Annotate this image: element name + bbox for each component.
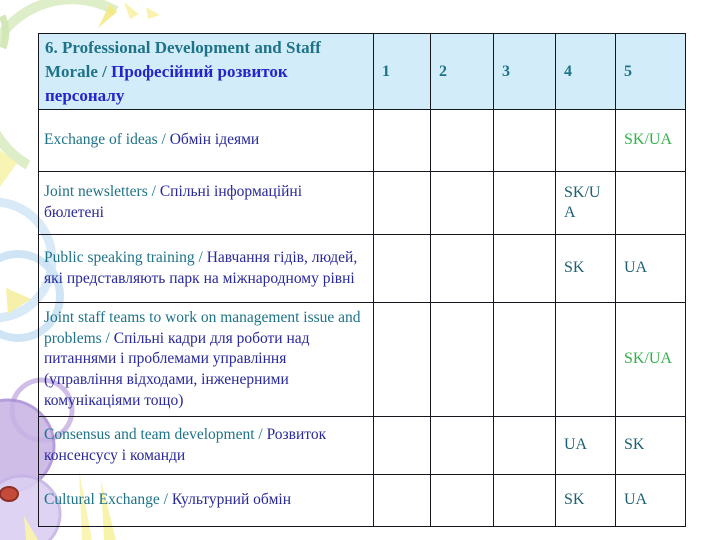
column-header-5: 5 — [615, 32, 686, 111]
cell-value — [373, 474, 431, 528]
cell-value: SK — [615, 416, 686, 476]
decoration-yellow-wedge — [0, 150, 17, 187]
table-title-ukrainian: Професійний розвиток персоналу — [45, 61, 288, 105]
cell-value — [430, 109, 494, 173]
row-label-english: Public speaking training / — [44, 248, 207, 266]
cell-value — [555, 302, 616, 418]
cell-value — [430, 302, 494, 418]
cell-value — [493, 234, 556, 304]
professional-development-table: 6. Professional Development and Staff Mo… — [38, 32, 686, 528]
table-title: 6. Professional Development and Staff Mo… — [38, 32, 374, 111]
row-label-english: Consensus and team development / — [44, 425, 267, 443]
row-label-ukrainian: Обмін ідеями — [169, 131, 260, 149]
row-label: Joint newsletters / Спільні інформаційні… — [38, 171, 374, 236]
cell-value — [615, 171, 686, 236]
row-label-english: Exchange of ideas / — [44, 131, 170, 149]
decoration-green-edge — [0, 14, 10, 50]
cell-value: UA — [615, 234, 686, 304]
cell-value: SK/UA — [615, 109, 686, 173]
cell-value — [373, 416, 431, 476]
cell-value — [430, 416, 494, 476]
decoration-sparkle-icon — [146, 7, 160, 19]
table-row-exchange-of-ideas: Exchange of ideas / Обмін ідеями SK/UA — [38, 109, 686, 173]
table-row-joint-staff-teams: Joint staff teams to work on management … — [38, 302, 686, 418]
table-row-cultural-exchange: Cultural Exchange / Культурний обмін SK … — [38, 474, 686, 528]
decoration-sparkle-icon — [98, 4, 117, 28]
cell-value — [555, 109, 616, 173]
column-header-1: 1 — [373, 32, 431, 111]
cell-value: SK/UA — [555, 171, 616, 236]
cell-value — [430, 234, 494, 304]
cell-value — [430, 474, 494, 528]
row-label: Public speaking training / Навчання гіді… — [38, 234, 374, 304]
cell-value — [373, 171, 431, 236]
table-header-row: 6. Professional Development and Staff Mo… — [38, 32, 686, 111]
decoration-yellow-streak — [24, 516, 38, 540]
column-header-2: 2 — [430, 32, 494, 111]
cell-value: SK — [555, 234, 616, 304]
table-row-consensus-team-development: Consensus and team development / Розвито… — [38, 416, 686, 476]
row-label-english: Cultural Exchange / — [44, 491, 172, 509]
cell-value — [373, 109, 431, 173]
row-label: Exchange of ideas / Обмін ідеями — [38, 109, 374, 173]
cell-value: UA — [615, 474, 686, 528]
cell-value — [493, 416, 556, 476]
row-label-ukrainian: Спільні кадри для роботи над питаннями і… — [44, 329, 310, 410]
cell-value: UA — [555, 416, 616, 476]
cell-value: SK — [555, 474, 616, 528]
row-label: Cultural Exchange / Культурний обмін — [38, 474, 374, 528]
cell-value — [430, 171, 494, 236]
decoration-red-knot — [0, 486, 19, 502]
table-title-english: 6. Professional Development and Staff Mo… — [45, 38, 321, 81]
column-header-3: 3 — [493, 32, 556, 111]
row-label-ukrainian: Спільні інформаційні бюлетені — [44, 183, 303, 222]
cell-value — [493, 109, 556, 173]
cell-value — [493, 302, 556, 418]
row-label-ukrainian: Культурний обмін — [171, 491, 292, 509]
row-label: Consensus and team development / Розвито… — [38, 416, 374, 476]
row-label-english: Joint staff teams to work on management … — [44, 308, 361, 347]
cell-value — [373, 234, 431, 304]
decoration-sparkle-icon — [124, 2, 139, 19]
table-row-joint-newsletters: Joint newsletters / Спільні інформаційні… — [38, 171, 686, 236]
cell-value — [373, 302, 431, 418]
decoration-yellow-triangle — [6, 288, 31, 314]
row-label-ukrainian: Розвиток консенсусу і команди — [44, 425, 327, 464]
row-label: Joint staff teams to work on management … — [38, 302, 374, 418]
row-label-ukrainian: Навчання гідів, людей, які представляють… — [44, 248, 358, 287]
cell-value — [493, 474, 556, 528]
cell-value — [493, 171, 556, 236]
cell-value: SK/UA — [615, 302, 686, 418]
column-header-4: 4 — [555, 32, 616, 111]
row-label-english: Joint newsletters / — [44, 183, 160, 201]
table-row-public-speaking-training: Public speaking training / Навчання гіді… — [38, 234, 686, 304]
